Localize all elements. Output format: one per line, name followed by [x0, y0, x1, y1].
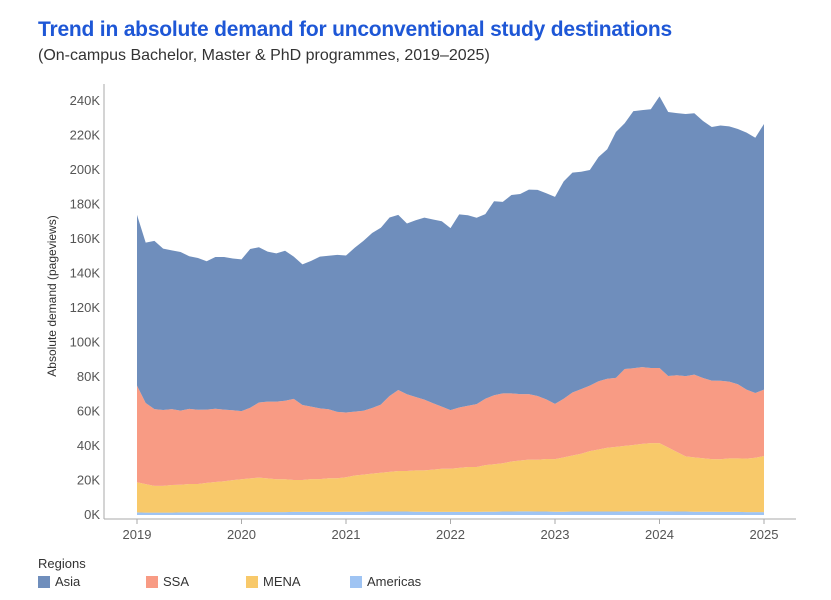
y-tick-label: 160K: [70, 231, 101, 246]
y-tick-label: 0K: [84, 507, 100, 522]
legend-label: Americas: [367, 574, 422, 589]
legend-label: Asia: [55, 574, 81, 589]
y-tick-label: 200K: [70, 162, 101, 177]
area-americas: [137, 511, 764, 515]
x-tick-label: 2020: [227, 527, 256, 542]
area-ssa: [137, 367, 764, 486]
y-tick-label: 180K: [70, 197, 101, 212]
legend-item-americas: Americas: [350, 574, 421, 589]
legend-item-mena: MENA: [246, 574, 301, 589]
y-tick-label: 120K: [70, 300, 101, 315]
legend-item-asia: Asia: [38, 574, 80, 589]
legend-label: MENA: [263, 574, 301, 589]
legend-swatch: [38, 575, 50, 588]
legend-items: Asia SSA MENA Americas: [38, 574, 798, 592]
x-tick-label: 2023: [541, 527, 570, 542]
y-tick-label: 240K: [70, 93, 101, 108]
chart-subtitle: (On-campus Bachelor, Master & PhD progra…: [38, 47, 490, 64]
legend-item-ssa: SSA: [146, 574, 189, 589]
y-tick-label: 100K: [70, 335, 101, 350]
legend-swatch: [146, 575, 158, 588]
legend: Regions Asia SSA MENA Americas: [38, 556, 798, 592]
x-tick-label: 2022: [436, 527, 465, 542]
y-tick-label: 40K: [77, 438, 100, 453]
x-tick-label: 2025: [750, 527, 779, 542]
y-tick-label: 80K: [77, 369, 100, 384]
y-tick-label: 20K: [77, 473, 100, 488]
axes: 0K 20K 40K 60K 80K 100K 120K 140K 160K 180K 200K 22…: [70, 84, 796, 542]
stacked-areas: [137, 96, 764, 515]
y-tick-label: 60K: [77, 404, 100, 419]
x-tick-label: 2024: [645, 527, 674, 542]
legend-swatch: [350, 575, 362, 588]
legend-swatch: [246, 575, 258, 588]
area-mena: [137, 443, 764, 513]
chart-title: Trend in absolute demand for unconventio…: [38, 18, 672, 41]
legend-label: SSA: [163, 574, 190, 589]
y-tick-label: 140K: [70, 266, 101, 281]
y-axis-label: Absolute demand (pageviews): [45, 215, 59, 376]
area-asia: [137, 96, 764, 413]
chart-area: 0K 20K 40K 60K 80K 100K 120K 140K 160K 180K 200K 22…: [45, 84, 796, 542]
x-tick-label: 2021: [332, 527, 361, 542]
legend-title: Regions: [38, 556, 86, 571]
x-tick-label: 2019: [123, 527, 152, 542]
y-tick-label: 220K: [70, 128, 101, 143]
